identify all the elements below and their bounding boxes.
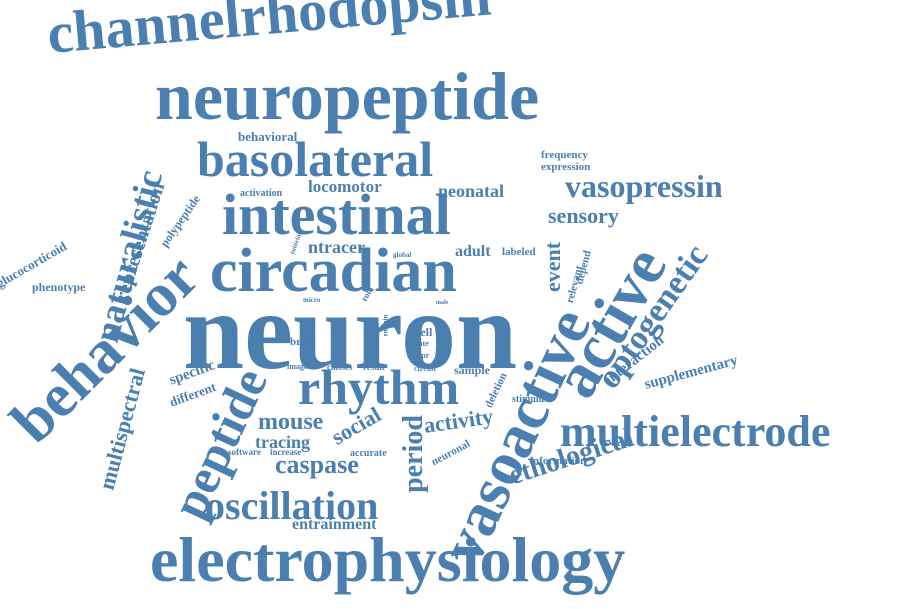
- word-image: image: [287, 362, 308, 371]
- word-locomotor: locomotor: [308, 177, 382, 196]
- word-software: software: [228, 447, 261, 457]
- word-result: result: [363, 362, 385, 372]
- word-accurate: accurate: [350, 448, 387, 459]
- word-neuropeptide: neuropeptide: [155, 58, 540, 134]
- word-supplementary: supplementary: [642, 352, 740, 393]
- word-entrainment: entrainment: [292, 516, 377, 533]
- word-sample: sample: [454, 363, 490, 377]
- word-neonatal: neonatal: [438, 181, 505, 201]
- word-phenotype: phenotype: [32, 280, 86, 294]
- word-male: male: [436, 300, 449, 306]
- word-electrophysiology: electrophysiology: [150, 524, 626, 595]
- word-brain: brain: [290, 336, 316, 348]
- word-activation: activation: [240, 188, 283, 199]
- word-rhythm: rhythm: [298, 359, 460, 415]
- word-global: global: [393, 251, 412, 259]
- word-stimulus: stimulus: [512, 394, 549, 405]
- word-vipr: vipr: [415, 351, 430, 360]
- word-labeled: labeled: [502, 246, 536, 258]
- word-circadian: circadian: [210, 237, 457, 305]
- word-ntracer: ntracer: [308, 237, 365, 257]
- word-behavioral: behavioral: [238, 129, 298, 144]
- word-multielectrode: multielectrode: [560, 407, 831, 456]
- word-channelrhodopsin: channelrhodopsin: [44, 0, 494, 66]
- word-cell: cell: [415, 325, 433, 339]
- word-micro: micro: [303, 296, 321, 304]
- word-available: available: [255, 321, 265, 353]
- word-adult: adult: [455, 243, 491, 260]
- word-neuron: neuron: [183, 270, 518, 392]
- word-vasopressin: vasopressin: [565, 168, 723, 204]
- word-classes: classes: [327, 362, 353, 372]
- word-caspase: caspase: [275, 450, 359, 479]
- word-mouse: mouse: [258, 409, 324, 435]
- word-event: event: [540, 241, 566, 293]
- word-intestinal: intestinal: [222, 182, 451, 247]
- word-tracing: tracing: [255, 432, 310, 452]
- word-oscillation: oscillation: [205, 483, 379, 528]
- word-entrain: entrain: [381, 314, 390, 337]
- word-information: information: [530, 455, 587, 467]
- word-basolateral: basolateral: [197, 131, 434, 187]
- word-expression: expression: [541, 161, 591, 173]
- word-sensory: sensory: [548, 203, 619, 228]
- word-rate: rate: [415, 339, 429, 348]
- word-increase: increase: [270, 447, 302, 457]
- word-circuit: circuit: [414, 364, 437, 373]
- word-frequency: frequency: [541, 149, 588, 161]
